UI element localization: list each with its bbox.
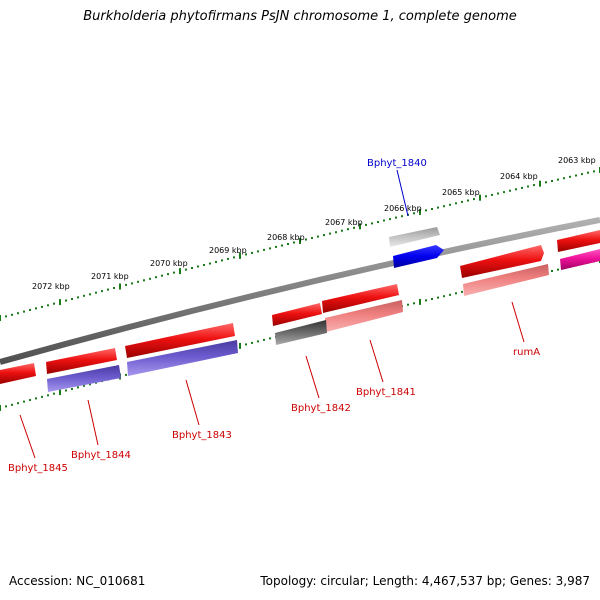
feature-cds-bphyt-1841[interactable] [325, 300, 403, 332]
map-title: Burkholderia phytofirmans PsJN chromosom… [83, 9, 517, 24]
gene-label-rumA[interactable]: rumA [513, 347, 540, 358]
chromosome-backbone [0, 217, 600, 365]
gene-label-bphyt-1842[interactable]: Bphyt_1842 [291, 403, 351, 414]
leader-line-rumA [511, 301, 525, 343]
label-leader-lines [19, 169, 525, 459]
leader-line-bphyt-1842 [305, 355, 320, 399]
feature-gene-bphyt-1845[interactable] [0, 363, 36, 384]
leader-line-bphyt-1841 [369, 339, 384, 383]
feature-gene-bphyt-1841[interactable] [322, 284, 399, 313]
accession-text: Accession: NC_010681 [9, 574, 146, 588]
feature-gene-right[interactable] [557, 230, 600, 252]
kbp-label: 2072 kbp [32, 282, 70, 291]
leader-line-bphyt-1840 [396, 169, 409, 217]
gene-label-bphyt-1840[interactable]: Bphyt_1840 [367, 158, 427, 169]
feature-cds-bphyt-1842[interactable] [275, 320, 327, 345]
kbp-label: 2064 kbp [500, 172, 538, 181]
leader-line-bphyt-1845 [19, 414, 36, 459]
kbp-label: 2067 kbp [325, 218, 363, 227]
kbp-scale-labels: 2063 kbp 2064 kbp 2065 kbp 2066 kbp 2067… [32, 156, 596, 291]
reverse-strand-features [0, 300, 403, 392]
feature-gene-bphyt-1840-light[interactable] [389, 227, 440, 247]
feature-gene-rumA[interactable] [460, 245, 544, 278]
feature-gene-bphyt-1843[interactable] [125, 323, 235, 358]
kbp-label: 2069 kbp [209, 246, 247, 255]
gene-label-bphyt-1844[interactable]: Bphyt_1844 [71, 450, 131, 461]
kbp-label: 2070 kbp [150, 259, 188, 268]
feature-cds-bphyt-1844[interactable] [47, 365, 121, 392]
gene-label-bphyt-1843[interactable]: Bphyt_1843 [172, 430, 232, 441]
kbp-label: 2071 kbp [91, 272, 129, 281]
kbp-label: 2063 kbp [558, 156, 596, 165]
kbp-label: 2066 kbp [384, 204, 422, 213]
gene-label-bphyt-1845[interactable]: Bphyt_1845 [8, 463, 68, 474]
kbp-label: 2065 kbp [442, 188, 480, 197]
genome-summary-text: Topology: circular; Length: 4,467,537 bp… [260, 574, 590, 588]
kbp-label: 2068 kbp [267, 233, 305, 242]
feature-cds-bphyt-1840[interactable] [393, 245, 444, 268]
feature-gene-bphyt-1842-fw[interactable] [272, 303, 322, 326]
leader-line-bphyt-1843 [185, 379, 200, 426]
leader-line-bphyt-1844 [87, 399, 99, 446]
feature-cds-right-magenta[interactable] [560, 249, 600, 270]
forward-strand-features [272, 227, 600, 326]
feature-cds-bphyt-1843[interactable] [127, 340, 238, 376]
feature-gene-bphyt-1844[interactable] [46, 348, 117, 374]
feature-cds-rumA[interactable] [463, 264, 549, 296]
outer-tick-ring [0, 167, 600, 321]
gene-labels: Bphyt_1840 Bphyt_1841 Bphyt_1842 Bphyt_1… [8, 158, 540, 474]
gene-label-bphyt-1841[interactable]: Bphyt_1841 [356, 387, 416, 398]
